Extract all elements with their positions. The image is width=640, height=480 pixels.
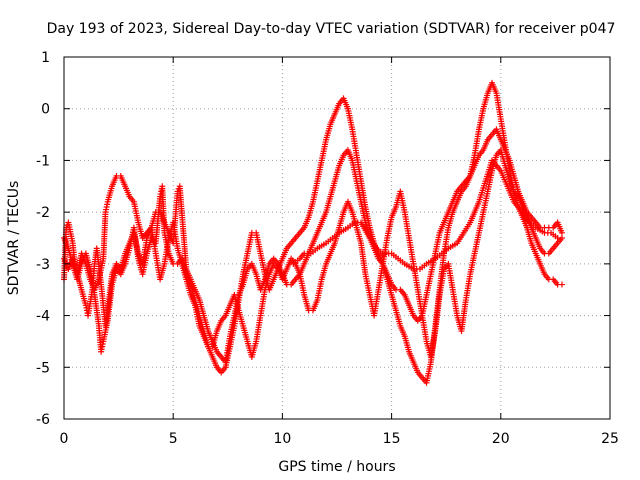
x-tick-label: 10 xyxy=(273,431,291,447)
x-tick-label: 15 xyxy=(383,431,401,447)
x-axis-label: GPS time / hours xyxy=(278,459,395,475)
series-3 xyxy=(61,147,565,360)
y-tick-label: 0 xyxy=(41,102,50,118)
y-tick-label: -2 xyxy=(36,205,50,221)
x-tick-label: 25 xyxy=(601,431,619,447)
series-1 xyxy=(61,79,565,386)
y-axis-label: SDTVAR / TECUs xyxy=(6,181,22,296)
y-tick-label: -4 xyxy=(36,309,50,325)
x-tick-label: 20 xyxy=(492,431,510,447)
y-tick-label: 1 xyxy=(41,50,50,66)
y-axis-tick-labels: -6 -5 -4 -3 -2 -1 0 1 xyxy=(36,50,50,428)
chart-title: Day 193 of 2023, Sidereal Day-to-day VTE… xyxy=(47,21,616,37)
data-point xyxy=(554,235,561,241)
data-points xyxy=(61,79,565,386)
data-point xyxy=(558,281,565,288)
y-tick-label: -5 xyxy=(36,360,50,376)
axis-ticks xyxy=(63,56,611,420)
y-tick-label: -3 xyxy=(36,257,50,273)
data-point xyxy=(558,229,565,236)
y-tick-label: -6 xyxy=(36,412,50,428)
plot-frame xyxy=(63,56,611,420)
y-tick-label: -1 xyxy=(36,153,50,169)
series-4 xyxy=(290,157,561,273)
x-tick-label: 0 xyxy=(60,431,69,447)
x-axis-tick-labels: 0 5 10 15 20 25 xyxy=(60,431,619,447)
x-tick-label: 5 xyxy=(169,431,178,447)
